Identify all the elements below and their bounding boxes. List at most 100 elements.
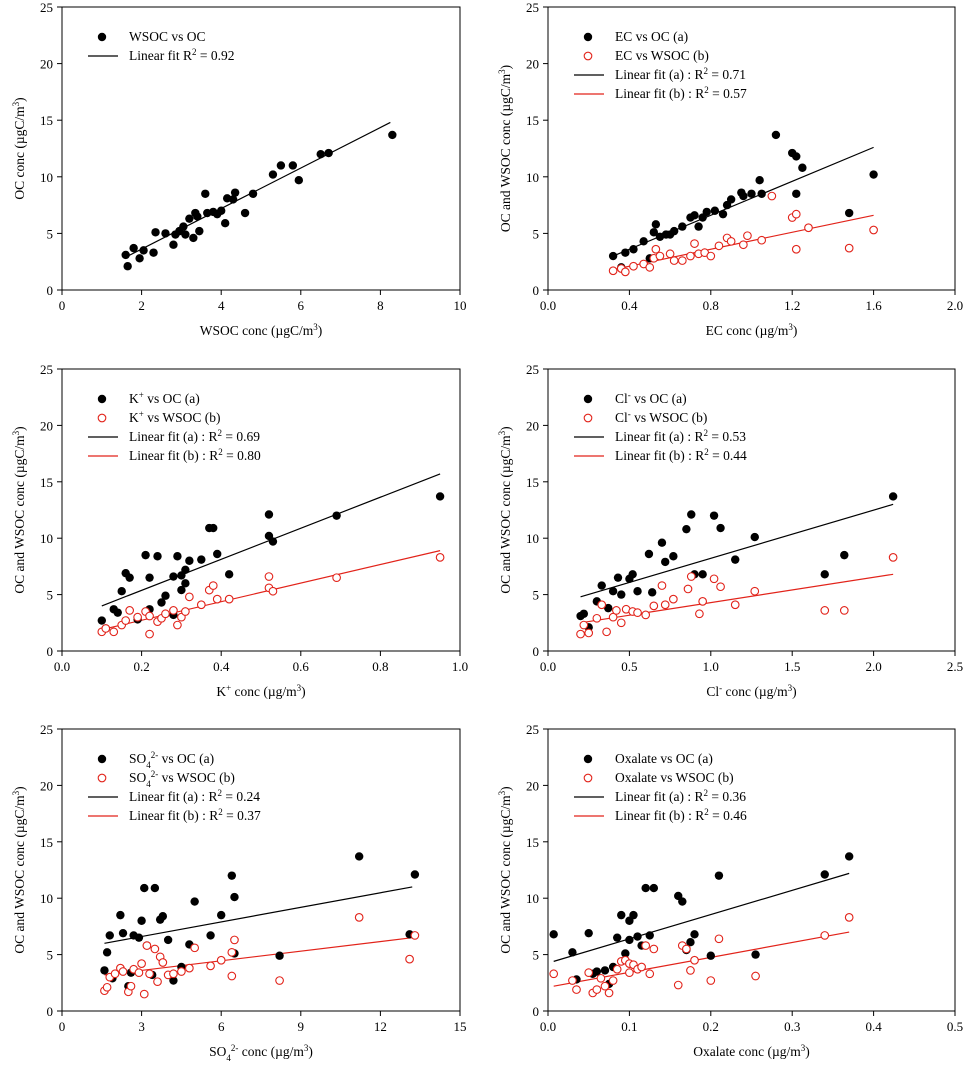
data-point-filled — [869, 170, 878, 179]
data-point-filled — [678, 897, 687, 906]
y-tick-label: 5 — [47, 948, 54, 963]
data-point-filled — [141, 550, 150, 560]
x-tick-label: 9 — [298, 1019, 305, 1034]
x-tick-label: 0.0 — [540, 298, 556, 313]
data-point-filled — [177, 585, 186, 595]
data-point-open — [726, 236, 736, 246]
data-point-filled — [792, 152, 801, 161]
data-point-filled — [294, 175, 304, 185]
y-tick-label: 0 — [47, 644, 54, 659]
x-axis-title: Cl- conc (µg/m3) — [706, 683, 796, 699]
x-tick-label: 0.4 — [621, 298, 638, 313]
data-point-filled — [195, 226, 204, 236]
data-point-filled — [217, 206, 226, 215]
data-point-filled — [690, 211, 699, 220]
x-tick-label: 0.4 — [865, 1019, 882, 1034]
y-tick-label: 10 — [40, 170, 53, 185]
plot-frame — [61, 728, 461, 1012]
data-point-open — [145, 629, 154, 639]
data-point-filled — [633, 587, 642, 596]
data-point-filled — [600, 966, 610, 975]
legend-marker — [97, 754, 107, 764]
data-point-filled — [709, 511, 719, 520]
data-point-filled — [137, 916, 146, 925]
y-tick-label: 20 — [526, 57, 539, 72]
data-point-open — [706, 251, 716, 261]
data-point-filled — [153, 552, 162, 561]
data-point-filled — [158, 912, 168, 921]
legend-marker — [97, 32, 107, 42]
x-tick-label: 3 — [138, 1019, 145, 1034]
chart-panel-1: 0 2 4 6 8 10 0 5 10 15 20 25 WSOC conc (µgC/m3) OC co… — [11, 0, 467, 338]
data-point-open — [645, 969, 655, 979]
data-point-filled — [651, 220, 661, 229]
y-tick-label: 20 — [40, 418, 53, 433]
data-point-open — [716, 582, 725, 592]
data-point-filled — [584, 928, 593, 938]
legend-label: Oxalate vs WSOC (b) — [615, 770, 734, 785]
data-point-open — [767, 191, 777, 201]
data-point-filled — [268, 537, 278, 546]
data-point-open — [584, 968, 594, 977]
data-point-filled — [629, 245, 638, 254]
x-tick-label: 1.5 — [784, 659, 800, 674]
data-point-filled — [230, 892, 239, 902]
x-tick-label: 15 — [454, 1019, 467, 1034]
data-point-filled — [100, 966, 109, 975]
data-point-open — [597, 600, 607, 610]
y-tick-label: 0 — [533, 1004, 540, 1019]
data-point-open — [844, 243, 854, 253]
data-point-filled — [117, 587, 126, 596]
y-tick-label: 25 — [526, 0, 539, 15]
data-point-open — [730, 600, 740, 610]
data-point-open — [820, 606, 830, 615]
x-axis-title: SO42- conc (µg/m3) — [209, 1043, 313, 1063]
data-point-open — [332, 573, 341, 583]
data-point-filled — [139, 246, 148, 255]
data-point-open — [641, 610, 651, 620]
data-point-filled — [161, 591, 170, 600]
data-point-open — [596, 973, 606, 983]
data-point-filled — [185, 556, 194, 565]
legend-label: Linear fit (a) : R2 = 0.71 — [615, 66, 746, 82]
data-point-filled — [645, 931, 654, 940]
data-point-filled — [134, 933, 144, 942]
x-tick-label: 1.6 — [865, 298, 882, 313]
y-tick-label: 15 — [40, 835, 53, 850]
plot-frame — [547, 6, 956, 291]
data-point-filled — [332, 511, 341, 520]
data-point-open — [602, 627, 611, 637]
data-point-open — [706, 976, 716, 985]
x-tick-label: 1.2 — [784, 298, 800, 313]
data-point-filled — [617, 590, 626, 599]
legend-label: Cl- vs WSOC (b) — [615, 409, 707, 425]
x-tick-label: 6 — [218, 1019, 225, 1034]
data-point-open — [645, 263, 655, 272]
data-point-filled — [129, 243, 138, 253]
y-axis-title: OC conc (µgC/m3) — [11, 97, 27, 199]
data-point-open — [169, 606, 178, 615]
x-tick-label: 0.6 — [293, 659, 310, 674]
data-point-filled — [669, 226, 679, 236]
legend-label: Linear fit (b) : R2 = 0.80 — [129, 447, 261, 463]
data-point-open — [161, 609, 170, 619]
linear-fit-line — [104, 937, 413, 976]
data-point-filled — [702, 207, 711, 217]
data-point-open — [584, 628, 594, 638]
data-point-open — [185, 963, 194, 973]
data-point-filled — [240, 208, 250, 218]
data-point-open — [625, 968, 634, 977]
data-point-filled — [116, 910, 125, 920]
data-point-open — [657, 581, 667, 590]
data-point-filled — [228, 195, 238, 204]
data-point-filled — [169, 572, 178, 581]
data-point-filled — [121, 250, 130, 260]
data-point-open — [686, 251, 695, 261]
data-point-filled — [248, 189, 258, 198]
y-tick-label: 10 — [40, 891, 53, 906]
y-tick-label: 0 — [533, 283, 540, 298]
y-tick-label: 15 — [526, 835, 539, 850]
y-tick-label: 5 — [47, 588, 54, 603]
plot-frame — [547, 368, 956, 652]
